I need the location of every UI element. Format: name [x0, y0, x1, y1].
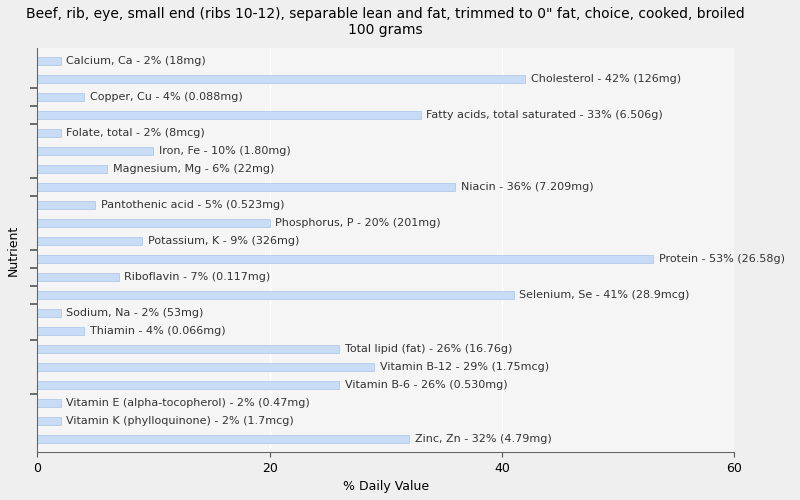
Text: Phosphorus, P - 20% (201mg): Phosphorus, P - 20% (201mg) — [275, 218, 441, 228]
Bar — [38, 291, 514, 299]
Bar — [38, 110, 421, 119]
Text: Total lipid (fat) - 26% (16.76g): Total lipid (fat) - 26% (16.76g) — [345, 344, 513, 354]
Bar — [38, 146, 154, 155]
Text: Pantothenic acid - 5% (0.523mg): Pantothenic acid - 5% (0.523mg) — [101, 200, 285, 210]
Y-axis label: Nutrient: Nutrient — [7, 224, 20, 276]
Bar — [38, 201, 95, 209]
Bar — [38, 435, 409, 443]
Text: Selenium, Se - 41% (28.9mcg): Selenium, Se - 41% (28.9mcg) — [519, 290, 690, 300]
Text: Folate, total - 2% (8mcg): Folate, total - 2% (8mcg) — [66, 128, 205, 138]
Bar — [38, 417, 61, 425]
Bar — [38, 219, 270, 227]
Text: Vitamin B-6 - 26% (0.530mg): Vitamin B-6 - 26% (0.530mg) — [345, 380, 508, 390]
Text: Copper, Cu - 4% (0.088mg): Copper, Cu - 4% (0.088mg) — [90, 92, 242, 102]
Text: Fatty acids, total saturated - 33% (6.506g): Fatty acids, total saturated - 33% (6.50… — [426, 110, 663, 120]
Bar — [38, 363, 374, 371]
Bar — [38, 327, 84, 335]
Text: Cholesterol - 42% (126mg): Cholesterol - 42% (126mg) — [531, 74, 681, 84]
Bar — [38, 56, 61, 64]
Bar — [38, 345, 339, 353]
Bar — [38, 164, 107, 173]
Bar — [38, 309, 61, 317]
Title: Beef, rib, eye, small end (ribs 10-12), separable lean and fat, trimmed to 0" fa: Beef, rib, eye, small end (ribs 10-12), … — [26, 7, 745, 37]
Text: Niacin - 36% (7.209mg): Niacin - 36% (7.209mg) — [462, 182, 594, 192]
Text: Thiamin - 4% (0.066mg): Thiamin - 4% (0.066mg) — [90, 326, 225, 336]
Bar — [38, 74, 525, 82]
Bar — [38, 399, 61, 407]
Bar — [38, 381, 339, 389]
Text: Magnesium, Mg - 6% (22mg): Magnesium, Mg - 6% (22mg) — [113, 164, 274, 174]
Text: Protein - 53% (26.58g): Protein - 53% (26.58g) — [658, 254, 785, 264]
Text: Potassium, K - 9% (326mg): Potassium, K - 9% (326mg) — [148, 236, 299, 246]
Bar — [38, 183, 455, 191]
Bar — [38, 237, 142, 245]
Text: Vitamin E (alpha-tocopherol) - 2% (0.47mg): Vitamin E (alpha-tocopherol) - 2% (0.47m… — [66, 398, 310, 408]
Text: Vitamin B-12 - 29% (1.75mcg): Vitamin B-12 - 29% (1.75mcg) — [380, 362, 549, 372]
Bar — [38, 92, 84, 101]
X-axis label: % Daily Value: % Daily Value — [342, 480, 429, 493]
Bar — [38, 255, 653, 263]
Bar — [38, 128, 61, 137]
Text: Sodium, Na - 2% (53mg): Sodium, Na - 2% (53mg) — [66, 308, 204, 318]
Text: Riboflavin - 7% (0.117mg): Riboflavin - 7% (0.117mg) — [125, 272, 270, 282]
Text: Zinc, Zn - 32% (4.79mg): Zinc, Zn - 32% (4.79mg) — [415, 434, 551, 444]
Text: Calcium, Ca - 2% (18mg): Calcium, Ca - 2% (18mg) — [66, 56, 206, 66]
Text: Vitamin K (phylloquinone) - 2% (1.7mcg): Vitamin K (phylloquinone) - 2% (1.7mcg) — [66, 416, 294, 426]
Text: Iron, Fe - 10% (1.80mg): Iron, Fe - 10% (1.80mg) — [159, 146, 291, 156]
Bar — [38, 273, 118, 281]
